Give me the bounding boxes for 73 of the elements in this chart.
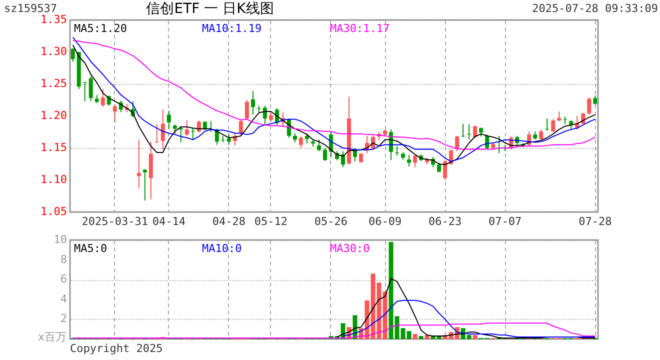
text: Copyright 2025	[70, 342, 163, 355]
y-tick-label: 10	[54, 233, 67, 246]
candlestick	[587, 96, 592, 116]
candlestick	[172, 124, 177, 134]
candlestick	[455, 135, 460, 152]
candlestick	[443, 160, 448, 180]
x-tick-label: 05-12	[254, 215, 288, 228]
candlestick	[304, 132, 309, 144]
candlestick	[557, 111, 562, 122]
candlestick	[190, 127, 195, 140]
candlestick	[88, 76, 93, 102]
x-tick-label: 2025-03-31	[82, 215, 148, 228]
x-tick-label: 04-14	[152, 215, 186, 228]
line-series	[342, 300, 596, 338]
bar	[472, 335, 478, 339]
text: sz159537	[4, 2, 57, 15]
y-tick-label: 6	[60, 272, 67, 286]
text: MA30:1.17	[330, 22, 390, 35]
chart-title: 信创ETF 一 日K线图	[146, 1, 274, 17]
candlestick	[160, 109, 165, 150]
candlestick	[569, 120, 574, 131]
x-tick-label: 05-26	[314, 215, 348, 228]
candlestick	[238, 120, 243, 136]
candlestick	[413, 154, 418, 168]
candlestick	[551, 118, 556, 132]
y-tick-label: 1.20	[40, 109, 67, 122]
candlestick	[407, 154, 412, 168]
candlestick	[371, 134, 376, 150]
candlestick	[244, 100, 249, 120]
x-tick-label: 06-09	[368, 215, 402, 228]
series-label: MA5:1.20	[74, 22, 127, 35]
candlestick	[437, 162, 442, 173]
x-tick-label: 07-07	[488, 215, 522, 228]
text: MA10:0	[202, 242, 242, 255]
y-axis-title: x百万	[38, 330, 66, 344]
candlestick	[100, 88, 105, 108]
candlestick	[262, 105, 267, 125]
y-tick-label: 1.05	[40, 205, 67, 218]
line-series	[72, 322, 596, 339]
text: MA10:1.19	[202, 22, 262, 35]
y-tick-label: 8	[60, 252, 67, 266]
text: 2025-07-28 09:33:09	[532, 2, 658, 15]
candlestick	[316, 139, 321, 152]
candlestick	[166, 110, 171, 130]
candlestick	[563, 116, 568, 125]
x-tick-label: 06-23	[428, 215, 462, 228]
y-tick-label: 1.35	[40, 13, 67, 26]
y-tick-label: 1.25	[40, 77, 67, 90]
candlestick	[136, 139, 141, 189]
candlestick	[298, 136, 303, 148]
candlestick	[184, 120, 189, 136]
candlestick	[142, 168, 147, 201]
y-tick-label: 1.15	[40, 141, 67, 154]
x-tick-label: 07-28	[578, 215, 612, 228]
y-tick-label: 4	[60, 292, 68, 306]
line-series	[336, 278, 596, 339]
candlestick	[359, 152, 364, 164]
candlestick	[70, 48, 75, 62]
candlestick	[178, 126, 183, 143]
candlestick	[226, 134, 231, 146]
text: MA5:0	[74, 242, 108, 255]
y-tick-label: 2	[60, 312, 67, 326]
candlestick	[473, 125, 478, 138]
x-tick-label: 04-28	[212, 215, 246, 228]
bar	[412, 334, 418, 339]
text: MA30:0	[330, 242, 370, 255]
y-tick-label: 1.10	[40, 173, 67, 186]
y-tick-label: 1.30	[40, 45, 67, 58]
bar	[418, 336, 424, 339]
candlestick	[322, 148, 327, 162]
candlestick	[539, 128, 544, 140]
candlestick	[250, 90, 255, 116]
candlestick	[112, 104, 117, 123]
